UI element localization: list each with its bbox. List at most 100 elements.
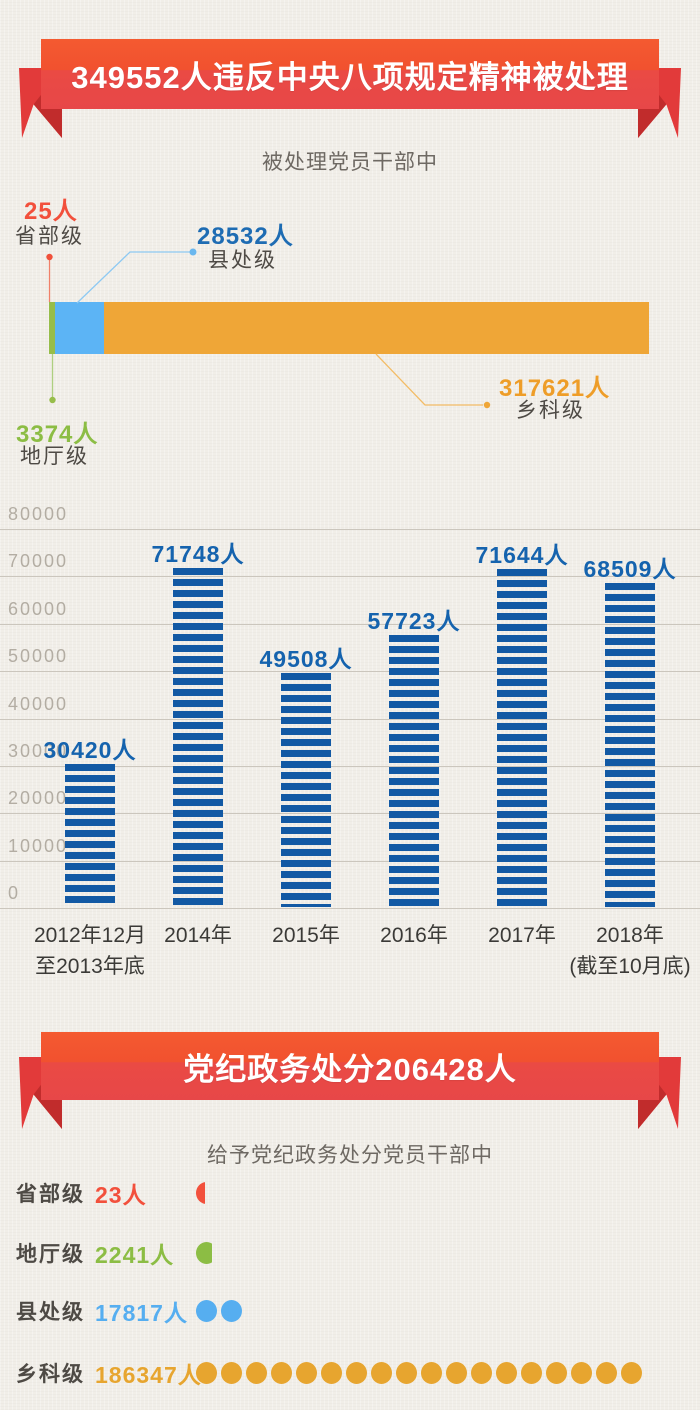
y-tick-label: 60000 (8, 598, 69, 619)
unit-dot-icon (446, 1362, 467, 1384)
y-tick-label: 70000 (8, 551, 69, 572)
y-tick-label: 30000 (8, 740, 69, 761)
row-value: 17817人 (95, 1300, 188, 1326)
callout-dot-blue-icon (189, 248, 197, 256)
unit-dot-icon (346, 1362, 367, 1384)
y-tick-label: 0 (8, 883, 21, 903)
gridline-20000 (0, 813, 700, 815)
gridline-80000 (0, 529, 700, 530)
callout-dot-orange-icon (483, 401, 491, 409)
label-xiangkeji: 乡科级 (516, 399, 585, 422)
label-xianchuji-value: 28532人 (197, 223, 294, 250)
unit-dot-icon (246, 1362, 267, 1384)
stacked-segment-地厅级 (49, 302, 55, 354)
stacked-segment-乡科级 (103, 302, 649, 354)
unit-dot-icon (571, 1362, 592, 1384)
gridline-70000 (0, 576, 700, 578)
stacked-bar (49, 302, 649, 354)
pictogram-row-县处级: 县处级 17817人 (16, 1298, 684, 1326)
y-tick-label: 50000 (8, 646, 69, 667)
bar-value-label: 30420人 (43, 737, 137, 763)
label-xiangkeji-value: 317621人 (499, 375, 611, 402)
row-label: 乡科级 (16, 1363, 85, 1386)
gridline-60000 (0, 623, 700, 625)
row-value: 2241人 (95, 1242, 175, 1268)
label-ditingji: 地厅级 (20, 445, 89, 468)
yearly-bar-chart: 0 10000 20000 30000 40000 50000 60000 70000 8000… (0, 495, 700, 995)
pictogram-row-省部级: 省部级 23人 (16, 1180, 684, 1208)
bar-value-label: 71644人 (475, 542, 569, 568)
unit-dot-icon (496, 1362, 517, 1384)
unit-dot-icon (521, 1362, 542, 1384)
unit-dot-icon (371, 1362, 392, 1384)
bar-2014年 (173, 568, 223, 907)
unit-dot-icon (221, 1362, 242, 1384)
x-axis-label: 2016年 (380, 924, 448, 947)
bar-2015年 (281, 673, 331, 907)
banner-bottom-ribbon: 党纪政务处分206428人 (0, 993, 700, 1133)
dot-group (196, 1182, 205, 1204)
unit-dot-icon (196, 1300, 217, 1322)
callout-dot-red-icon (46, 253, 53, 261)
label-xianchuji: 县处级 (208, 249, 277, 272)
x-axis-label: 2012年12月 至2013年底 (33, 924, 147, 978)
row-label: 县处级 (16, 1301, 85, 1324)
dot-group (196, 1362, 642, 1384)
bar-value-label: 57723人 (367, 608, 461, 634)
gridline-0 (0, 908, 700, 909)
bar-value-label: 49508人 (259, 646, 353, 672)
row-value: 186347人 (95, 1362, 202, 1388)
dot-group (196, 1242, 212, 1264)
x-axis-label: 2014年 (164, 924, 232, 947)
unit-dot-icon (621, 1362, 642, 1384)
dot-group (196, 1300, 242, 1322)
unit-dot-icon (421, 1362, 442, 1384)
banner-top-ribbon: 349552人违反中央八项规定精神被处理 (0, 0, 700, 140)
section3-subtitle: 给予党纪政务处分党员干部中 (207, 1144, 493, 1167)
y-tick-label: 10000 (8, 835, 69, 856)
partial-dot-icon (196, 1182, 205, 1204)
row-value: 23人 (95, 1182, 147, 1208)
pictogram-row-乡科级: 乡科级 186347人 (16, 1360, 684, 1388)
gridline-10000 (0, 860, 700, 862)
banner1-title: 349552人违反中央八项规定精神被处理 (71, 59, 629, 95)
bar-2012年12月 (65, 764, 115, 907)
unit-dot-icon (221, 1300, 242, 1322)
label-shengbuji: 省部级 (15, 225, 84, 248)
bar-2018年 (605, 583, 655, 907)
callout-dot-green-icon (49, 396, 56, 404)
unit-dot-icon (396, 1362, 417, 1384)
gridline-40000 (0, 718, 700, 720)
label-ditingji-value: 3374人 (16, 421, 99, 448)
unit-dot-icon (271, 1362, 292, 1384)
unit-dot-icon (596, 1362, 617, 1384)
partial-dot-icon (196, 1242, 212, 1264)
y-tick-label: 40000 (8, 693, 69, 714)
row-label: 地厅级 (16, 1243, 85, 1266)
row-label: 省部级 (16, 1183, 85, 1206)
unit-dot-icon (546, 1362, 567, 1384)
banner2-title: 党纪政务处分206428人 (183, 1051, 517, 1087)
unit-dot-icon (296, 1362, 317, 1384)
unit-dot-icon (196, 1362, 217, 1384)
gridline-30000 (0, 765, 700, 767)
bar-2017年 (497, 569, 547, 907)
x-axis-label: 2018年 (截至10月底) (569, 924, 691, 978)
pictogram-row-地厅级: 地厅级 2241人 (16, 1240, 684, 1268)
bar-value-label: 68509人 (583, 556, 677, 582)
banner-band: 党纪政务处分206428人 (41, 1032, 659, 1100)
x-axis-label: 2015年 (272, 924, 340, 947)
section1-subtitle: 被处理党员干部中 (262, 151, 438, 174)
bar-2016年 (389, 635, 439, 907)
y-tick-label: 20000 (8, 788, 69, 809)
x-axis-label: 2017年 (488, 924, 556, 947)
y-tick-label: 80000 (8, 504, 69, 524)
label-shengbuji-value: 25人 (24, 198, 78, 225)
gridline-50000 (0, 671, 700, 673)
unit-dot-icon (321, 1362, 342, 1384)
bar-value-label: 71748人 (151, 541, 245, 567)
stacked-segment-县处级 (54, 302, 104, 354)
banner-band: 349552人违反中央八项规定精神被处理 (41, 39, 659, 109)
unit-dot-icon (471, 1362, 492, 1384)
